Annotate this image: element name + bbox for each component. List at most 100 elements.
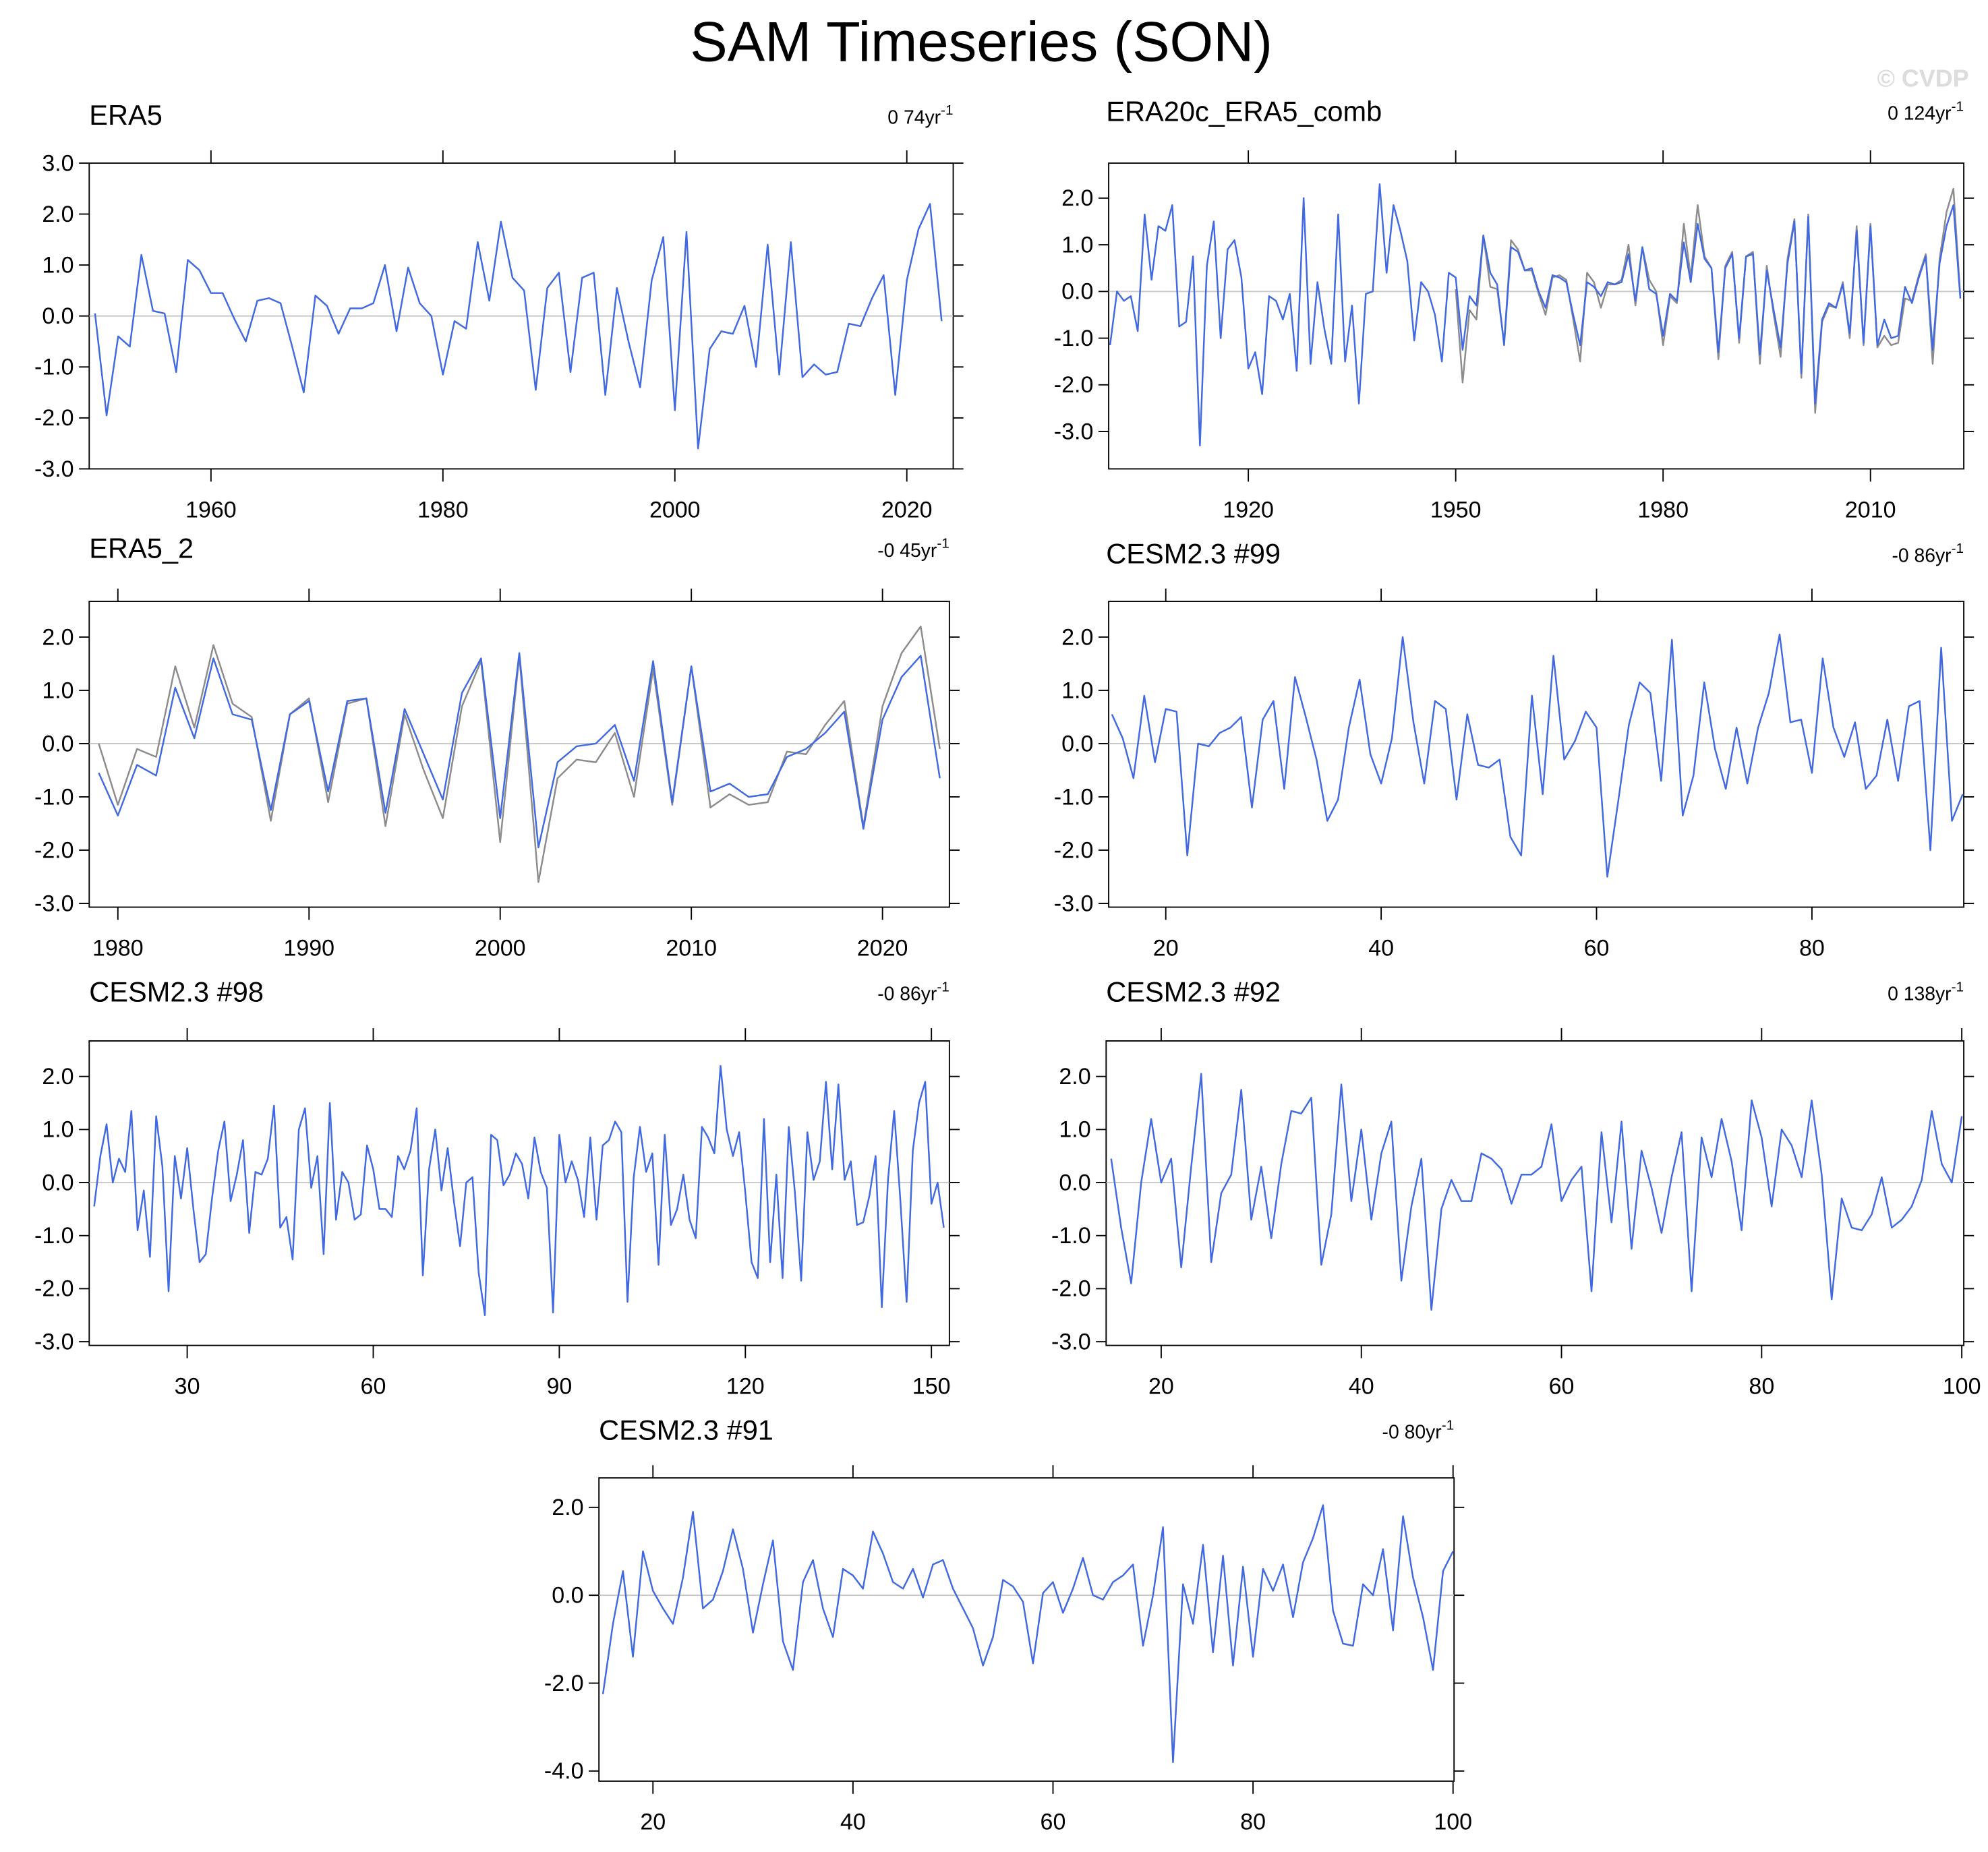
trend-value: 0 138yr [1888, 983, 1952, 1005]
y-tick-label: -2.0 [1051, 1276, 1091, 1302]
y-tick-label: -3.0 [1054, 419, 1094, 444]
series-line [98, 625, 941, 883]
x-tick-label: 2000 [475, 935, 526, 961]
series-line [98, 652, 941, 849]
trend-value: 0 74yr [887, 107, 941, 128]
y-tick-label: 0.0 [552, 1583, 583, 1609]
y-tick-label: -2.0 [34, 405, 74, 431]
y-tick-label: 1.0 [42, 678, 74, 703]
y-tick-label: -3.0 [34, 1329, 74, 1354]
series-line [94, 203, 943, 450]
y-tick-label: 2.0 [552, 1495, 583, 1520]
y-tick-label: 0.0 [42, 303, 74, 329]
y-tick-label: 2.0 [42, 1064, 74, 1089]
series-line [93, 1065, 945, 1316]
y-tick-label: -4.0 [544, 1758, 584, 1784]
trend-annotation: 0 138yr-1 [1888, 979, 1964, 1005]
x-tick-label: 20 [640, 1810, 666, 1835]
x-tick-label: 60 [1584, 935, 1610, 961]
y-tick-label: -2.0 [34, 1276, 74, 1302]
plot-frame [1108, 601, 1965, 908]
trend-value: -0 45yr [877, 540, 937, 562]
x-tick-label: 90 [546, 1373, 572, 1399]
y-tick-label: 0.0 [42, 1170, 74, 1195]
series-line [602, 1504, 1454, 1764]
panel-title: CESM2.3 #98 [89, 976, 264, 1007]
y-tick-label: 2.0 [1059, 1064, 1090, 1089]
y-tick-label: 1.0 [42, 252, 74, 278]
x-tick-label: 40 [840, 1810, 866, 1835]
y-tick-label: 2.0 [42, 624, 74, 650]
x-tick-label: 150 [912, 1373, 951, 1399]
x-tick-label: 30 [175, 1373, 200, 1399]
y-tick-label: -3.0 [1054, 891, 1094, 916]
panel-title: CESM2.3 #92 [1106, 976, 1281, 1007]
x-tick-label: 1980 [92, 935, 144, 961]
trend-exponent: -1 [1952, 979, 1964, 994]
x-tick-label: 80 [1749, 1373, 1774, 1399]
trend-exponent: -1 [1952, 541, 1964, 556]
y-tick-label: 1.0 [1061, 678, 1093, 703]
x-tick-label: 1950 [1430, 497, 1482, 522]
x-tick-label: 40 [1349, 1373, 1374, 1399]
series-line [1109, 183, 1962, 447]
trend-annotation: 0 124yr-1 [1888, 98, 1964, 124]
y-tick-label: -3.0 [34, 456, 74, 482]
trend-value: -0 80yr [1382, 1422, 1442, 1443]
x-tick-label: 80 [1240, 1810, 1266, 1835]
figure-title: SAM Timeseries (SON) [690, 11, 1273, 73]
x-tick-label: 20 [1153, 935, 1179, 961]
panel: ERA5 0 74yr-1 1960 1980 2000 2020 3.0 2.0 1.0 0.0… [34, 99, 964, 522]
x-tick-label: 1920 [1223, 497, 1274, 522]
trend-exponent: -1 [1952, 98, 1964, 114]
x-tick-label: 1980 [417, 497, 469, 522]
panel: CESM2.3 #91 -0 80yr-1 20 40 60 80 100 2.0 0.0 -2.… [544, 1414, 1472, 1834]
x-tick-label: 60 [361, 1373, 386, 1399]
x-tick-label: 2020 [881, 497, 933, 522]
trend-annotation: 0 74yr-1 [887, 102, 953, 128]
trend-annotation: -0 45yr-1 [877, 536, 949, 562]
trend-value: -0 86yr [1892, 545, 1951, 566]
panel: ERA20c_ERA5_comb 0 124yr-1 1920 1950 1980 201… [1054, 96, 1975, 522]
series-line [1455, 187, 1962, 414]
plot-frame [88, 1040, 950, 1346]
y-tick-label: 1.0 [1061, 232, 1093, 258]
x-tick-label: 100 [1434, 1810, 1472, 1835]
x-tick-label: 100 [1943, 1373, 1981, 1399]
y-tick-label: -1.0 [34, 355, 74, 380]
x-tick-label: 1960 [185, 497, 237, 522]
x-tick-label: 2000 [649, 497, 701, 522]
panel-title: ERA20c_ERA5_comb [1106, 96, 1382, 127]
trend-annotation: -0 86yr-1 [1892, 541, 1964, 566]
x-tick-label: 20 [1148, 1373, 1174, 1399]
watermark: © CVDP [1877, 65, 1969, 92]
plot-frame [1105, 1040, 1965, 1346]
y-tick-label: -1.0 [34, 1223, 74, 1249]
panel-title: ERA5 [89, 99, 163, 131]
x-tick-label: 40 [1368, 935, 1394, 961]
y-tick-label: -3.0 [1051, 1329, 1091, 1354]
y-tick-label: 1.0 [1059, 1117, 1090, 1143]
panel-title: CESM2.3 #99 [1106, 537, 1281, 569]
x-tick-label: 1990 [283, 935, 334, 961]
y-tick-label: 0.0 [42, 731, 74, 756]
y-tick-label: -1.0 [1054, 784, 1094, 810]
y-tick-label: 3.0 [42, 150, 74, 176]
y-tick-label: -1.0 [34, 784, 74, 810]
y-tick-label: -2.0 [1054, 837, 1094, 863]
x-tick-label: 60 [1549, 1373, 1575, 1399]
panel: CESM2.3 #92 0 138yr-1 20 40 60 80 100 2.0 1.0 0.0… [1051, 976, 1981, 1399]
y-tick-label: 0.0 [1061, 731, 1093, 756]
trend-value: -0 86yr [877, 983, 937, 1005]
y-tick-label: -2.0 [1054, 372, 1094, 398]
panel: CESM2.3 #99 -0 86yr-1 20 40 60 80 2.0 1.0 0.0 -1.… [1054, 537, 1975, 961]
trend-exponent: -1 [941, 102, 953, 118]
y-tick-label: -1.0 [1051, 1223, 1091, 1249]
series-line [1110, 1073, 1963, 1311]
x-tick-label: 2010 [666, 935, 717, 961]
y-tick-label: -2.0 [544, 1671, 584, 1696]
plot-frame [598, 1477, 1455, 1782]
y-tick-label: 1.0 [42, 1117, 74, 1143]
